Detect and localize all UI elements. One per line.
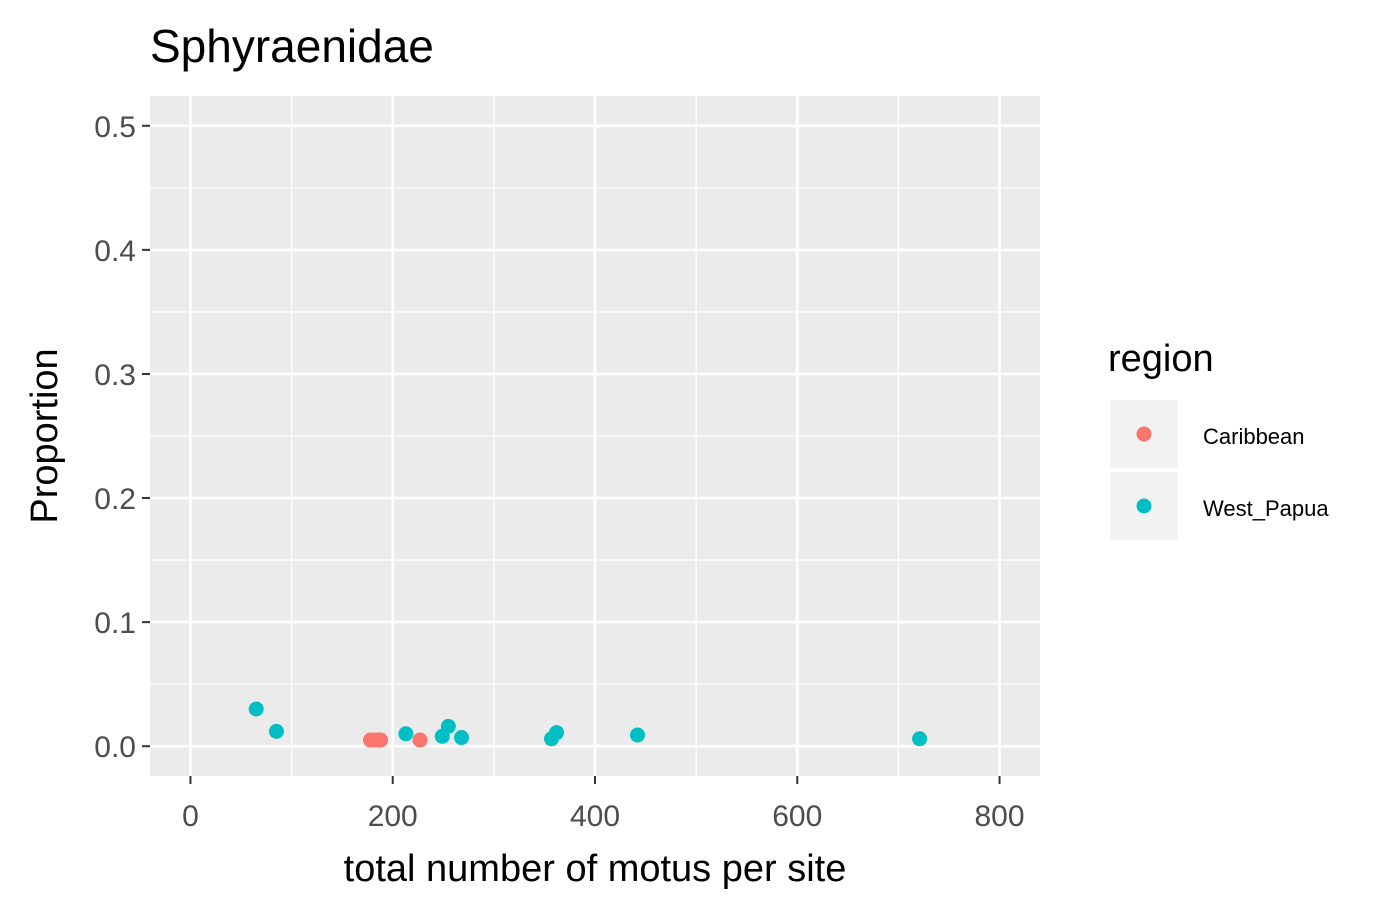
- x-tick-label: 0: [182, 800, 199, 833]
- legend-items: Caribbean West_Papua: [1110, 400, 1329, 540]
- x-tick-label: 200: [368, 800, 418, 833]
- data-point: [454, 730, 469, 746]
- data-point: [549, 725, 565, 741]
- data-points: [248, 701, 928, 748]
- y-tick-label: 0.2: [94, 483, 136, 516]
- legend-title: region: [1108, 338, 1214, 380]
- legend-label: West_Papua: [1203, 496, 1329, 521]
- y-tick-label: 0.1: [94, 607, 136, 640]
- data-point: [248, 701, 264, 717]
- x-tick-label: 400: [570, 800, 620, 833]
- y-tick-label: 0.0: [94, 731, 136, 764]
- y-tick-label: 0.5: [94, 111, 136, 144]
- data-point: [373, 732, 389, 748]
- data-point: [412, 732, 428, 748]
- y-axis-title: Proportion: [24, 348, 66, 523]
- legend: region Caribbean West_Papua: [1108, 338, 1329, 540]
- legend-marker: [1136, 498, 1152, 514]
- x-tick-label: 600: [772, 800, 822, 833]
- data-point: [629, 727, 645, 743]
- chart-title: Sphyraenidae: [150, 20, 434, 72]
- data-point: [268, 723, 284, 739]
- y-axis: 0.0 0.1 0.2 0.3 0.4 0.5: [94, 111, 150, 764]
- major-gridlines: [150, 96, 1040, 776]
- data-point: [398, 726, 414, 742]
- y-tick-label: 0.3: [94, 359, 136, 392]
- x-axis-title: total number of motus per site: [344, 848, 847, 890]
- data-point: [440, 718, 456, 734]
- y-tick-label: 0.4: [94, 235, 136, 268]
- legend-label: Caribbean: [1203, 424, 1305, 449]
- x-axis: 0 200 400 600 800: [182, 776, 1025, 833]
- x-tick-label: 800: [975, 800, 1025, 833]
- legend-marker: [1136, 426, 1152, 442]
- data-point: [912, 731, 928, 747]
